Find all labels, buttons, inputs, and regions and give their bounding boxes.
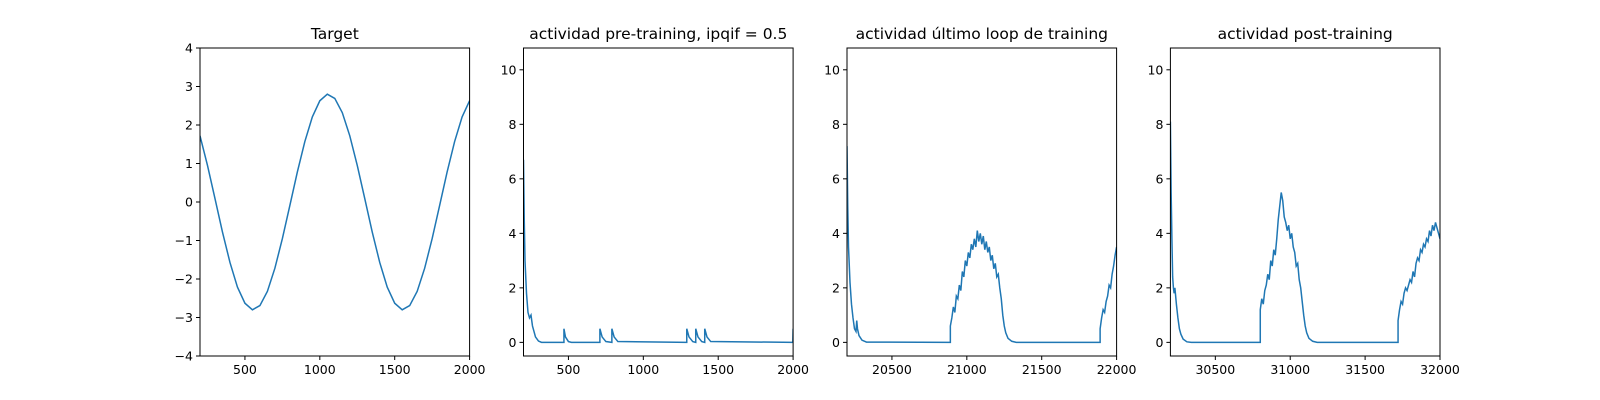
x-tick-label: 31000 <box>1270 362 1310 377</box>
y-tick-label: 8 <box>509 117 517 132</box>
x-tick-label: 1500 <box>702 362 734 377</box>
x-tick-label: 31500 <box>1345 362 1385 377</box>
x-tick-label: 21000 <box>947 362 987 377</box>
y-tick-label: 10 <box>1147 62 1163 77</box>
y-tick-label: −4 <box>175 349 193 364</box>
y-tick-label: 10 <box>824 62 840 77</box>
y-tick-label: 4 <box>185 41 193 56</box>
data-line <box>847 146 1117 344</box>
y-tick-label: 0 <box>832 335 840 350</box>
x-tick-label: 1500 <box>379 362 411 377</box>
y-tick-label: −3 <box>175 310 193 325</box>
axes-frame <box>846 47 1118 357</box>
subplot: actividad post-training 30500 31000 31500 32… <box>1147 25 1459 377</box>
axes-frame <box>523 47 794 357</box>
data-line <box>200 93 470 311</box>
y-tick-label: −1 <box>175 233 193 248</box>
y-tick-label: 10 <box>501 62 517 77</box>
y-tick-label: 2 <box>832 280 840 295</box>
x-tick-label: 20500 <box>872 362 912 377</box>
x-tick-label: 1000 <box>627 362 659 377</box>
data-line <box>523 159 794 344</box>
subplot: Target 500 1000 1500 2000 −4 −3 −2 −1 0 1 2 3 4 <box>175 25 486 377</box>
y-tick-label: 6 <box>1155 171 1163 186</box>
x-tick-label: 2000 <box>454 362 486 377</box>
y-tick-label: 0 <box>1155 335 1163 350</box>
y-tick-label: 2 <box>1155 280 1163 295</box>
y-tick-label: 3 <box>185 79 193 94</box>
x-tick-label: 1000 <box>304 362 336 377</box>
y-tick-label: 0 <box>509 335 517 350</box>
chart-title: actividad último loop de training <box>856 25 1108 43</box>
y-tick-label: 1 <box>185 156 193 171</box>
axes-frame <box>1169 47 1441 357</box>
y-tick-label: 4 <box>1155 226 1163 241</box>
y-tick-label: 2 <box>509 280 517 295</box>
y-tick-label: 8 <box>1155 117 1163 132</box>
x-tick-label: 500 <box>233 362 257 377</box>
chart-title: actividad pre-training, ipqif = 0.5 <box>529 25 787 43</box>
y-tick-label: 0 <box>185 195 193 210</box>
x-tick-label: 22000 <box>1097 362 1137 377</box>
y-tick-label: 2 <box>185 118 193 133</box>
y-tick-label: 4 <box>832 226 840 241</box>
x-tick-label: 2000 <box>777 362 809 377</box>
y-tick-label: 8 <box>832 117 840 132</box>
x-tick-label: 30500 <box>1195 362 1235 377</box>
y-tick-label: 6 <box>832 171 840 186</box>
y-tick-label: −2 <box>175 272 193 287</box>
subplot: actividad pre-training, ipqif = 0.5 500 10… <box>501 25 809 377</box>
x-tick-label: 500 <box>557 362 581 377</box>
x-tick-label: 32000 <box>1420 362 1460 377</box>
chart-title: actividad post-training <box>1218 25 1393 43</box>
x-tick-label: 21500 <box>1022 362 1062 377</box>
y-tick-label: 6 <box>509 171 517 186</box>
chart-title: Target <box>310 25 359 43</box>
y-tick-label: 4 <box>509 226 517 241</box>
data-line <box>1170 121 1441 344</box>
